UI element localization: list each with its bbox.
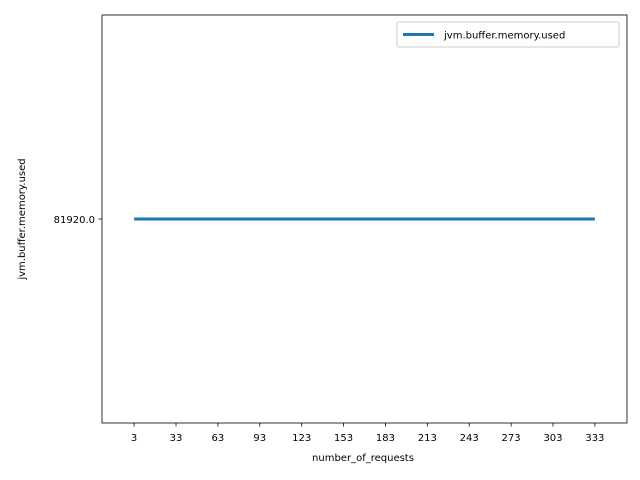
x-tick-label: 63	[212, 433, 225, 444]
x-axis-label: number_of_requests	[312, 453, 414, 464]
x-tick-label: 123	[292, 433, 311, 444]
x-tick-label: 213	[418, 433, 437, 444]
x-tick-label: 303	[543, 433, 562, 444]
legend: jvm.buffer.memory.used	[396, 21, 620, 48]
y-tick-label: 81920.0	[54, 215, 95, 226]
x-tick-label: 3	[131, 433, 137, 444]
x-tick-label: 273	[502, 433, 521, 444]
y-axis-label: jvm.buffer.memory.used	[17, 158, 28, 280]
x-tick-label: 153	[334, 433, 353, 444]
x-tick-label: 243	[460, 433, 479, 444]
x-tick-label: 183	[376, 433, 395, 444]
x-tick-label: 93	[253, 433, 266, 444]
legend-label: jvm.buffer.memory.used	[443, 31, 565, 42]
x-tick-label: 33	[170, 433, 183, 444]
x-tick-label: 333	[585, 433, 604, 444]
legend-box	[396, 21, 620, 48]
